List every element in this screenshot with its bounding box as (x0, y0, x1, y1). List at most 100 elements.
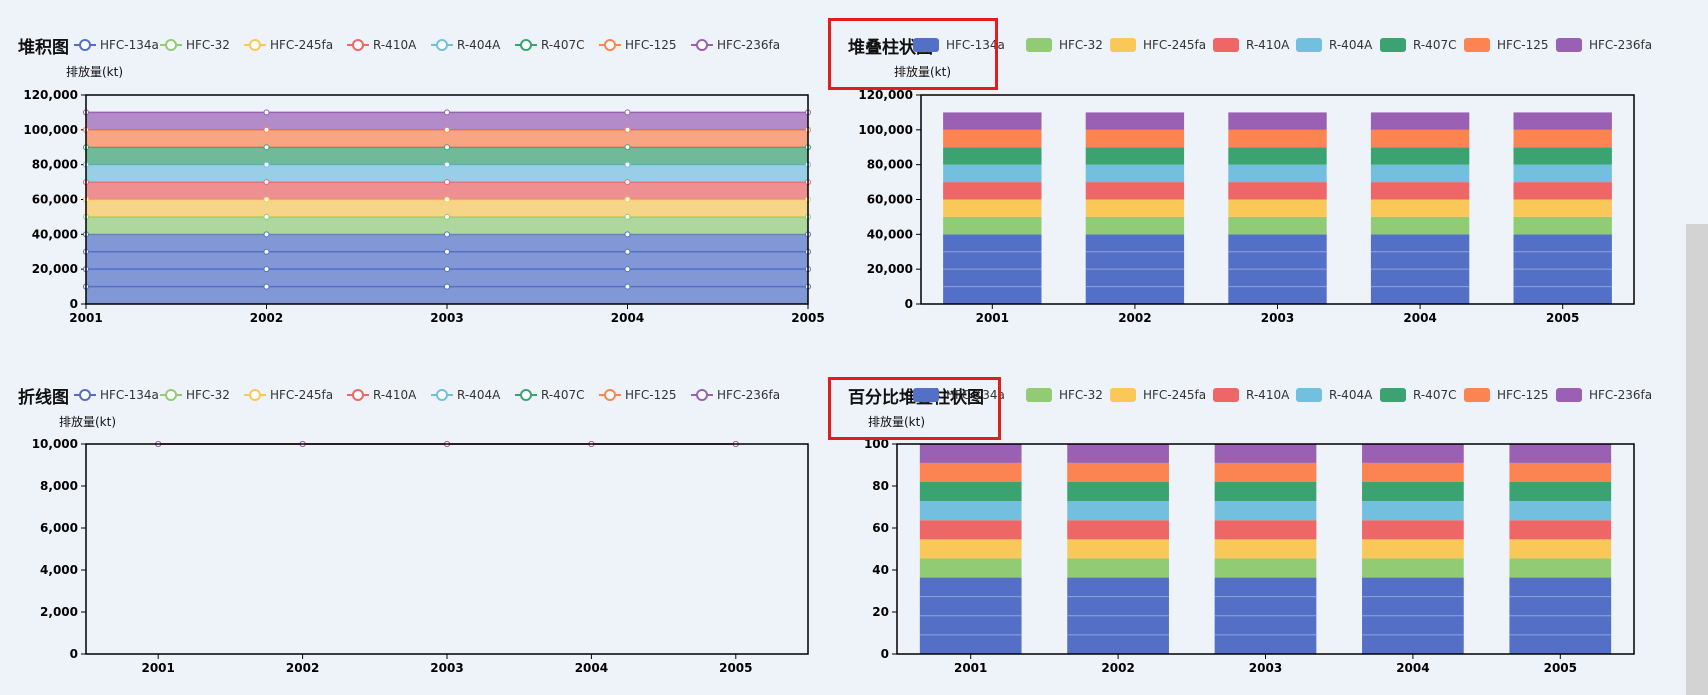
bar-r-410a-2002 (1085, 182, 1185, 200)
bar-hfc-236fa-2003 (1228, 112, 1327, 130)
bar-r-410a-2004 (1370, 182, 1470, 200)
legend-label: HFC-125 (625, 388, 677, 402)
y-tick-label: 0 (70, 647, 78, 661)
legend-item-hfc-125: HFC-125 (1464, 38, 1549, 52)
bar-r-410a-2003 (1228, 182, 1327, 200)
legend-circle-marker (249, 389, 261, 401)
legend-item-hfc-245fa: HFC-245fa (1110, 388, 1206, 402)
legend-label: HFC-236fa (1589, 38, 1652, 52)
legend-circle-marker (436, 39, 448, 51)
bar-r-407c-2001 (943, 147, 1042, 165)
legend-swatch (1026, 388, 1052, 402)
legend-label: HFC-32 (186, 388, 230, 402)
data-point (624, 231, 631, 238)
legend-label: R-410A (1246, 38, 1290, 52)
legend-label: HFC-245fa (1143, 388, 1206, 402)
data-point (624, 144, 631, 151)
legend-label: HFC-245fa (270, 38, 333, 52)
area-fill-hfc-236fa (86, 112, 808, 130)
legend-circle-marker (696, 39, 708, 51)
area-fill-r-404a (86, 164, 808, 183)
bar-hfc-125-2004 (1370, 129, 1470, 148)
bar-hfc-245fa-2002 (1085, 199, 1185, 217)
y-tick-label: 60,000 (32, 193, 78, 207)
bar-r-404a-2005 (1513, 164, 1612, 183)
y-tick-label: 20,000 (32, 262, 78, 276)
legend-item-hfc-245fa: HFC-245fa (244, 38, 333, 52)
bar-hfc-125-2001 (919, 462, 1022, 483)
data-point (444, 283, 450, 290)
x-tick-label: 2003 (430, 311, 463, 325)
legend-item-hfc-236fa: HFC-236fa (1556, 388, 1652, 402)
y-tick-label: 20 (872, 605, 889, 619)
y-tick-label: 8,000 (40, 479, 78, 493)
legend-label: R-407C (1413, 388, 1456, 402)
bar-hfc-245fa-2004 (1370, 199, 1470, 217)
bar-r-410a-2005 (1509, 520, 1612, 540)
bar-r-407c-2005 (1513, 147, 1612, 165)
data-point (444, 196, 450, 203)
data-point (263, 144, 270, 151)
legend-item-hfc-32: HFC-32 (160, 388, 230, 402)
bar-hfc-32-2004 (1362, 558, 1464, 578)
scrollbar-track[interactable] (1686, 224, 1708, 695)
data-point (624, 248, 631, 255)
legend-swatch (1464, 38, 1490, 52)
legend-item-hfc-236fa: HFC-236fa (691, 38, 780, 52)
y-tick-label: 100,000 (858, 123, 913, 137)
y-tick-label: 40,000 (32, 227, 78, 241)
y-tick-label: 6,000 (40, 521, 78, 535)
x-tick-label: 2004 (611, 311, 644, 325)
legend-item-hfc-32: HFC-32 (160, 38, 230, 52)
legend-item-hfc-32: HFC-32 (1026, 38, 1103, 52)
legend-item-r-410a: R-410A (347, 38, 417, 52)
data-point (263, 283, 270, 290)
bar-hfc-125-2003 (1214, 462, 1317, 483)
legend-label: HFC-134a (100, 38, 159, 52)
legend-circle-marker (520, 389, 532, 401)
legend-swatch (1380, 38, 1406, 52)
data-point (444, 109, 450, 116)
legend-swatch (1213, 388, 1239, 402)
legend-item-hfc-32: HFC-32 (1026, 388, 1103, 402)
bar-hfc-32-2002 (1085, 216, 1185, 235)
bar-r-410a-2002 (1067, 520, 1169, 540)
highlight-box-top-right-title (828, 18, 998, 90)
bar-hfc-236fa-2004 (1370, 112, 1470, 130)
legend-swatch (1380, 388, 1406, 402)
legend-label: HFC-236fa (1589, 388, 1652, 402)
y-tick-label: 100 (864, 437, 889, 451)
x-tick-label: 2001 (976, 311, 1009, 325)
x-tick-label: 2004 (575, 661, 608, 675)
chart-title: 堆叠柱状图 (848, 37, 933, 58)
area-fill-r-410a (86, 182, 808, 200)
legend-swatch (1110, 388, 1136, 402)
bar-r-404a-2001 (943, 164, 1042, 183)
chart-title: 堆积图 (18, 37, 69, 58)
legend-label: R-410A (1246, 388, 1290, 402)
y-axis-label: 排放量(kt) (59, 414, 116, 429)
legend-label: R-404A (457, 38, 501, 52)
legend-label: R-404A (1329, 388, 1373, 402)
bar-hfc-245fa-2005 (1509, 539, 1612, 559)
data-point (263, 248, 270, 255)
legend-item-hfc-245fa: HFC-245fa (244, 388, 333, 402)
legend-circle-marker (79, 389, 91, 401)
y-tick-label: 0 (881, 647, 889, 661)
legend-label: R-404A (1329, 38, 1373, 52)
bar-hfc-32-2005 (1509, 558, 1612, 578)
data-point (263, 231, 270, 238)
y-tick-label: 20,000 (867, 262, 913, 276)
legend-swatch (1464, 388, 1490, 402)
y-tick-label: 0 (905, 297, 913, 311)
data-point (444, 213, 450, 220)
bar-hfc-245fa-2001 (919, 539, 1022, 559)
bar-hfc-125-2005 (1513, 129, 1612, 148)
x-tick-label: 2005 (791, 311, 824, 325)
legend-item-hfc-134a: HFC-134a (913, 388, 1005, 402)
legend-swatch (913, 38, 939, 52)
legend-circle-marker (165, 39, 177, 51)
legend-item-r-407c: R-407C (515, 38, 584, 52)
bar-r-410a-2001 (943, 182, 1042, 200)
